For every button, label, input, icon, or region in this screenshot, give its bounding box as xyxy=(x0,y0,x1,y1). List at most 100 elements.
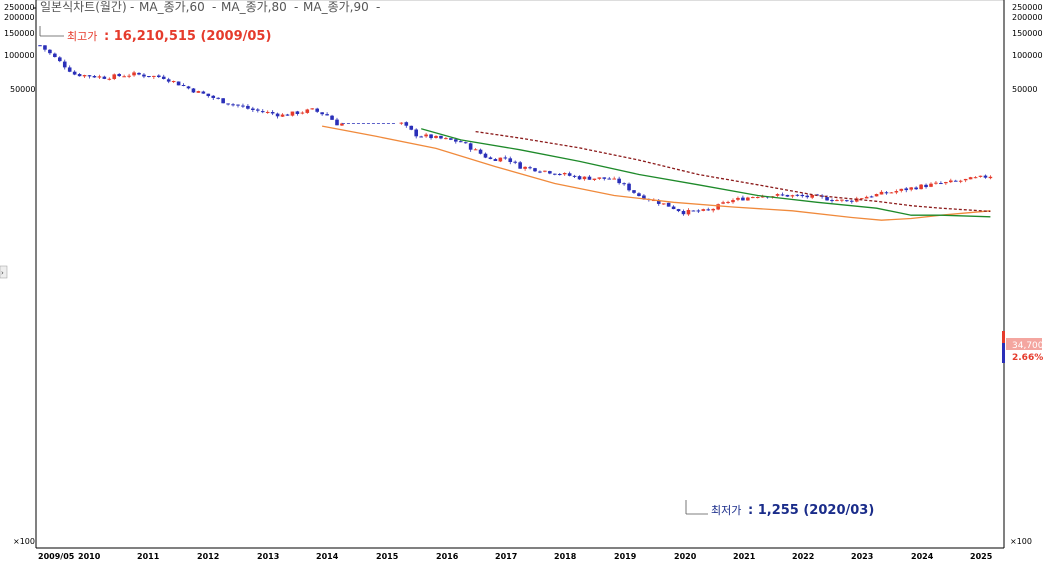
candle-up xyxy=(810,195,814,198)
candle-up xyxy=(661,203,666,205)
x-tick-2012: 2012 xyxy=(197,552,219,561)
candle-up xyxy=(399,122,404,124)
candle-down xyxy=(102,76,107,79)
low-label: 최저가 xyxy=(711,504,741,517)
candle-up xyxy=(592,178,597,180)
candle-down xyxy=(607,178,612,180)
candle-down xyxy=(231,104,235,106)
left-scroll-handle[interactable] xyxy=(0,265,8,279)
candle-up xyxy=(721,202,725,204)
candle-down xyxy=(691,210,696,212)
candle-up xyxy=(132,72,136,76)
candle-up xyxy=(543,170,547,172)
x-tick-2017: 2017 xyxy=(495,552,517,561)
candle-down xyxy=(414,129,418,137)
candle-down xyxy=(671,206,676,210)
candle-down xyxy=(572,175,577,177)
candle-down xyxy=(142,74,146,77)
candle-down xyxy=(557,174,562,176)
candle-up xyxy=(929,183,933,187)
candle-up xyxy=(498,157,503,162)
y-tick-right-100000: 100000 xyxy=(1012,51,1043,60)
candle-down xyxy=(325,114,329,116)
candle-up xyxy=(444,138,448,140)
high-annotation: 최고가 : 16,210,515 (2009/05) xyxy=(39,26,271,44)
candle-up xyxy=(562,173,567,175)
y-tick-right-150000: 150000 xyxy=(1012,29,1043,38)
candle-down xyxy=(43,45,47,50)
candle-down xyxy=(236,104,240,106)
y-axis-left: 250000 200000 150000 100000 50000 xyxy=(4,3,36,94)
candle-up xyxy=(944,182,948,184)
last-price-marker-up xyxy=(1002,331,1005,343)
candle-up xyxy=(340,123,344,126)
legend-dash-4: - xyxy=(376,0,380,14)
legend-ma80: MA_종가,80 xyxy=(221,0,287,14)
candle-up xyxy=(958,180,963,182)
candle-up xyxy=(879,191,884,195)
legend-ma60: MA_종가,60 xyxy=(139,0,205,14)
candle-up xyxy=(280,114,285,117)
y-tick-left-150000: 150000 xyxy=(4,29,35,38)
candle-down xyxy=(147,76,151,78)
candle-down xyxy=(884,192,889,194)
x-tick-2014: 2014 xyxy=(316,552,339,561)
x-tick-2009-05: 2009/05 xyxy=(38,552,75,561)
candle-up xyxy=(171,81,176,83)
x-tick-2018: 2018 xyxy=(554,552,577,561)
candle-up xyxy=(755,197,760,199)
candle-down xyxy=(201,91,206,94)
legend: 일본식차트(월간) - MA_종가,60 - MA_종가,80 - MA_종가,… xyxy=(40,0,380,14)
last-change-text: 2.66% xyxy=(1012,353,1043,363)
candle-up xyxy=(949,180,953,183)
candle-down xyxy=(513,161,517,163)
candle-down xyxy=(696,210,701,212)
y-axis-right: 250000 200000 150000 100000 50000 xyxy=(1012,3,1043,94)
candle-down xyxy=(666,202,671,207)
candle-up xyxy=(775,194,780,196)
candle-down xyxy=(463,142,468,144)
candle-up xyxy=(963,178,968,181)
candle-down xyxy=(92,75,97,78)
candle-down xyxy=(270,112,275,114)
candle-up xyxy=(988,176,993,179)
candle-up xyxy=(736,197,740,200)
candle-down xyxy=(241,105,245,107)
y-tick-right-250000: 250000 xyxy=(1012,3,1043,12)
candle-down xyxy=(795,194,800,196)
candle-down xyxy=(533,168,537,172)
candle-down xyxy=(676,209,681,212)
candle-up xyxy=(840,199,844,201)
candle-down xyxy=(87,75,92,77)
candle-down xyxy=(518,162,522,169)
candle-down xyxy=(117,74,121,77)
candle-down xyxy=(335,119,339,126)
candle-down xyxy=(681,210,686,215)
candle-up xyxy=(701,209,706,211)
candle-down xyxy=(161,76,166,79)
candle-down xyxy=(67,67,72,72)
candle-down xyxy=(181,85,186,87)
candle-up xyxy=(835,200,839,202)
candle-down xyxy=(508,158,513,162)
candle-up xyxy=(122,76,126,78)
candle-down xyxy=(656,200,661,204)
x-tick-2020: 2020 xyxy=(674,552,697,561)
candle-down xyxy=(419,136,423,138)
y-tick-left-200000: 200000 xyxy=(4,13,35,22)
last-price-bg xyxy=(1006,338,1042,350)
candle-up xyxy=(290,111,295,116)
candle-down xyxy=(166,79,171,82)
candle-up xyxy=(760,196,765,198)
candle-down xyxy=(157,75,161,77)
candle-down xyxy=(845,200,849,202)
scale-marker-left: ×100 xyxy=(13,537,35,546)
candle-down xyxy=(538,171,542,173)
candle-down xyxy=(825,197,829,201)
candle-down xyxy=(617,178,621,184)
x-tick-2015: 2015 xyxy=(376,552,399,561)
x-tick-2021: 2021 xyxy=(733,552,756,561)
legend-prefix: 일본식차트(월간) xyxy=(40,0,127,14)
